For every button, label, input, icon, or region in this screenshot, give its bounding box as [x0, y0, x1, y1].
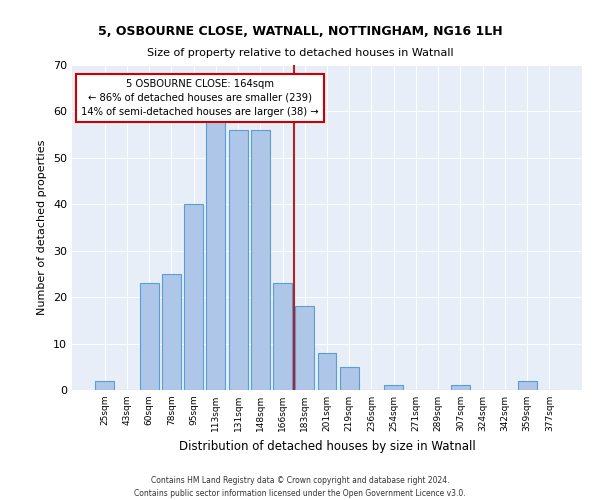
Bar — [95, 380, 114, 390]
Bar — [295, 306, 314, 390]
Bar — [140, 283, 158, 390]
Text: 5, OSBOURNE CLOSE, WATNALL, NOTTINGHAM, NG16 1LH: 5, OSBOURNE CLOSE, WATNALL, NOTTINGHAM, … — [98, 25, 502, 38]
Bar — [384, 386, 403, 390]
Text: 5 OSBOURNE CLOSE: 164sqm
← 86% of detached houses are smaller (239)
14% of semi-: 5 OSBOURNE CLOSE: 164sqm ← 86% of detach… — [82, 79, 319, 117]
Bar — [273, 283, 292, 390]
Text: Size of property relative to detached houses in Watnall: Size of property relative to detached ho… — [146, 48, 454, 58]
Bar — [162, 274, 181, 390]
Y-axis label: Number of detached properties: Number of detached properties — [37, 140, 47, 315]
Bar — [451, 386, 470, 390]
Bar — [518, 380, 536, 390]
Bar — [251, 130, 270, 390]
Bar — [317, 353, 337, 390]
Bar — [184, 204, 203, 390]
Bar — [229, 130, 248, 390]
Bar — [206, 120, 225, 390]
Bar — [340, 367, 359, 390]
Text: Contains HM Land Registry data © Crown copyright and database right 2024.
Contai: Contains HM Land Registry data © Crown c… — [134, 476, 466, 498]
X-axis label: Distribution of detached houses by size in Watnall: Distribution of detached houses by size … — [179, 440, 475, 452]
